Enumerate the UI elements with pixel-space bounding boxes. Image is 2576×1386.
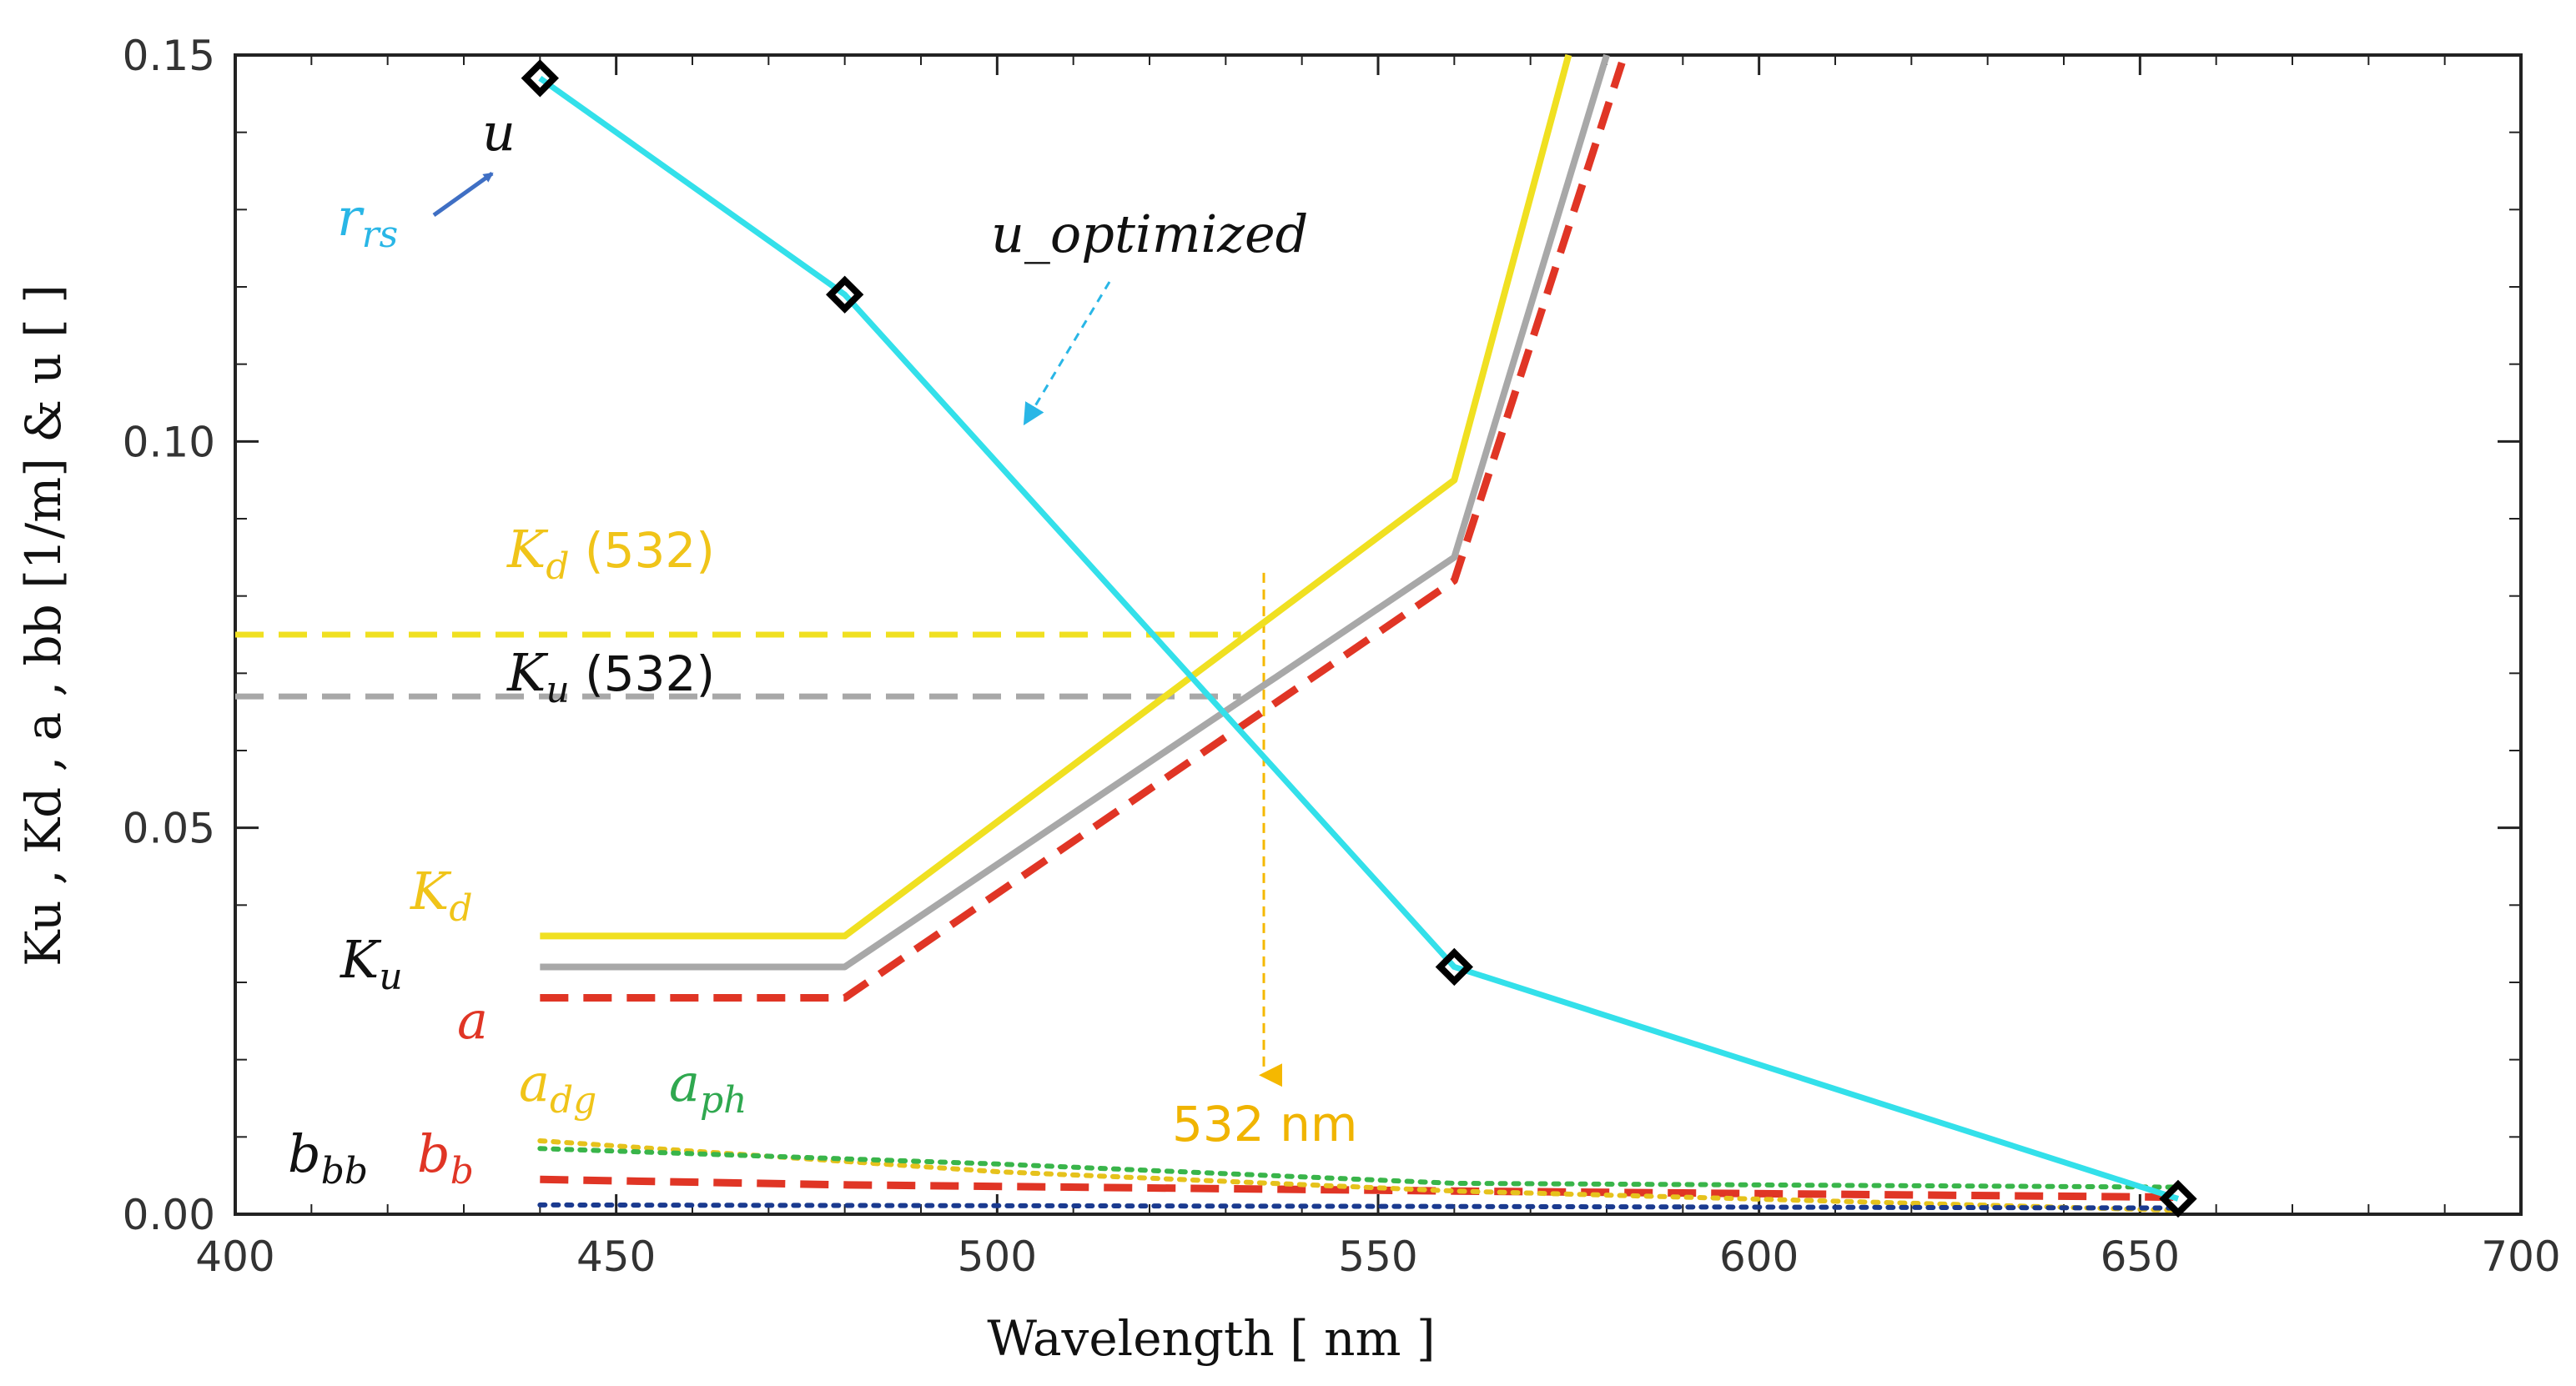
- adg-label: adg: [519, 1052, 596, 1122]
- aph-label: aph: [669, 1052, 747, 1122]
- bbb-label: bbb: [288, 1123, 368, 1193]
- u-optimized-label: u_optimized: [991, 203, 1308, 264]
- u-label: u: [482, 102, 516, 163]
- bb-label: bb: [417, 1123, 474, 1193]
- a-label: a: [457, 990, 488, 1051]
- y-tick-labels: 0.00 0.05 0.10 0.15: [123, 32, 215, 1239]
- x-tick-label: 700: [2481, 1233, 2560, 1281]
- series-a-line: [540, 61, 1626, 1002]
- rrs-arrow: [432, 171, 494, 218]
- x-tick-label: 550: [1338, 1233, 1417, 1281]
- x-tick-label: 650: [2101, 1233, 2180, 1281]
- series-u-line: [538, 75, 2180, 1202]
- series-aph-line: [537, 1146, 2181, 1190]
- plot-frame: [234, 53, 2523, 1216]
- y-tick-label: 0.10: [123, 418, 215, 466]
- u-data-point: [521, 59, 559, 98]
- reference-lines: [235, 572, 1282, 1087]
- x-tick-label: 600: [1719, 1233, 1799, 1281]
- y-tick-label: 0.05: [123, 805, 215, 853]
- data-markers: [521, 59, 2197, 1218]
- data-series: [537, 53, 2181, 1213]
- x-tick-label: 400: [195, 1233, 274, 1281]
- ku-532-label: Ku (532): [506, 642, 715, 711]
- rrs-label: rrs: [337, 187, 398, 256]
- u-data-point: [826, 275, 864, 314]
- y-axis-title: Ku , Kd , a , bb [1/m] & u [ ]: [15, 284, 72, 967]
- y-tick-label: 0.15: [123, 32, 215, 80]
- y-tick-label: 0.00: [123, 1191, 215, 1239]
- x-tick-label: 450: [576, 1233, 656, 1281]
- u-data-point: [2159, 1179, 2197, 1218]
- axis-ticks: [234, 53, 2523, 1216]
- series-bb-line: [540, 1175, 2179, 1202]
- series-ku-line: [540, 53, 1610, 971]
- series-bbb-line: [537, 1202, 2181, 1211]
- kd-label: Kd: [410, 861, 473, 930]
- series-adg-line: [537, 1137, 2181, 1213]
- u-data-point: [1435, 947, 1473, 987]
- 532nm-label: 532 nm: [1172, 1096, 1357, 1152]
- x-axis-title: Wavelength [ nm ]: [987, 1310, 1435, 1367]
- x-tick-label: 500: [958, 1233, 1037, 1281]
- kd-532-label: Kd (532): [506, 519, 715, 588]
- u-optimized-arrow: [1023, 281, 1111, 426]
- series-kd-line: [540, 53, 1572, 940]
- x-tick-labels: 400 450 500 550 600 650 700: [195, 1233, 2560, 1281]
- ku-label: Ku: [340, 929, 403, 998]
